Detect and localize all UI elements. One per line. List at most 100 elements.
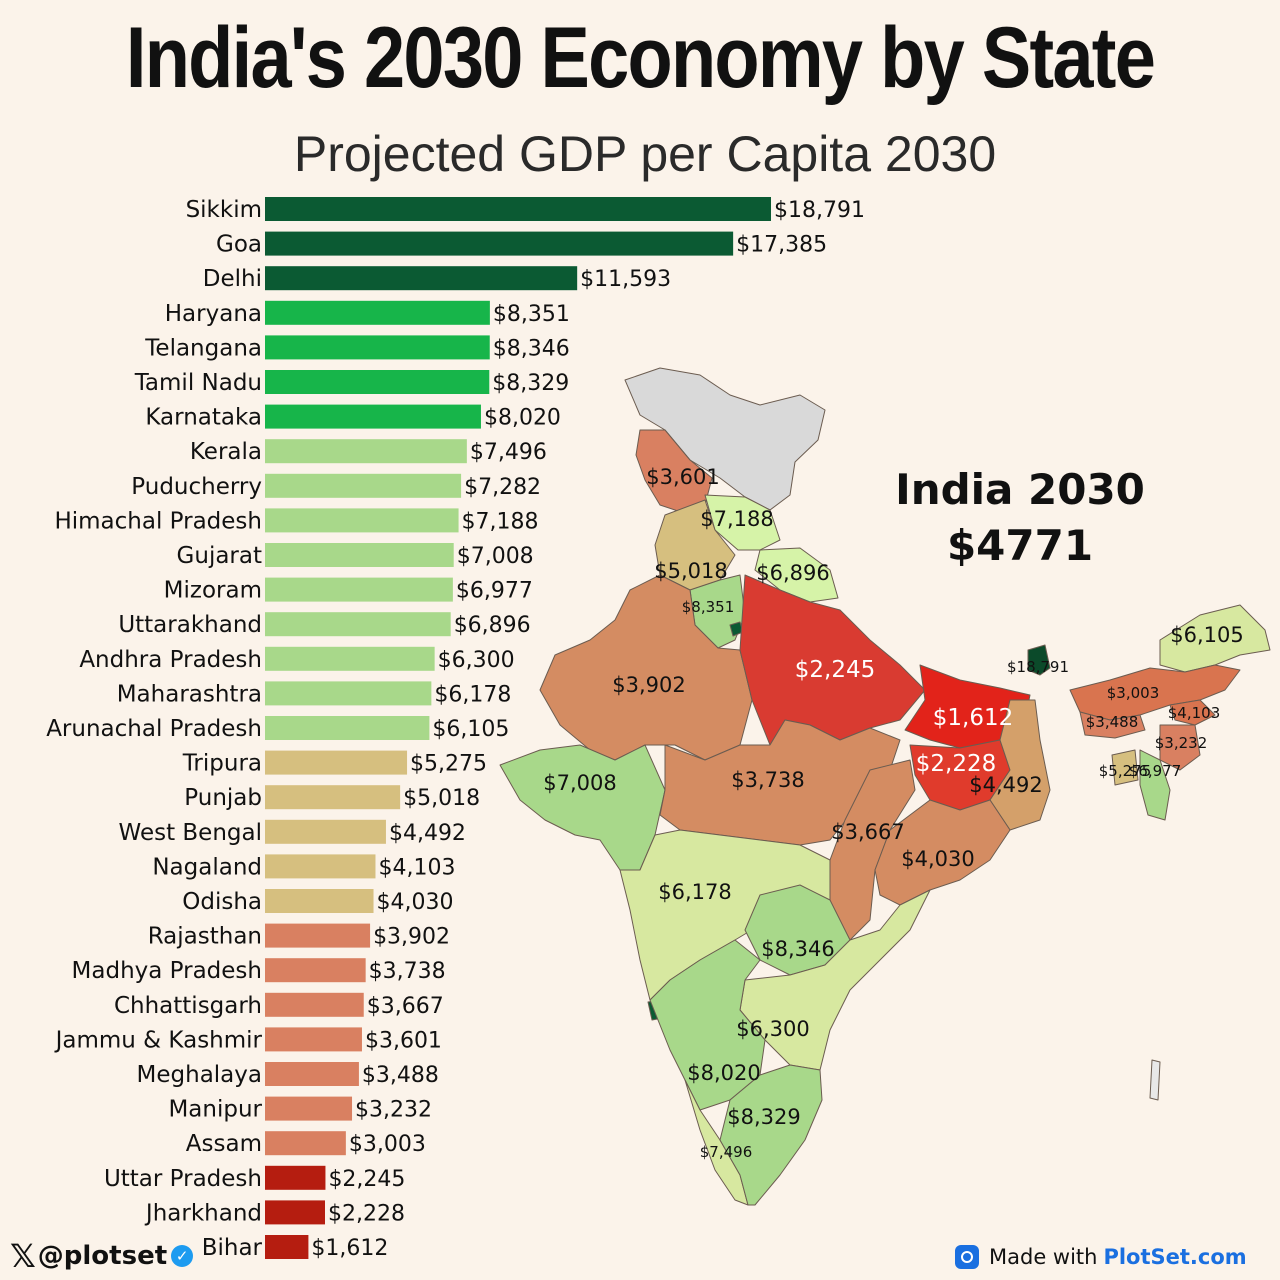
map-label-manipur: $3,232 <box>1155 734 1208 752</box>
plotset-credit[interactable]: Made with PlotSet.com <box>955 1240 1247 1274</box>
bar <box>265 750 408 775</box>
bar <box>265 889 374 913</box>
map-label-nagaland: $4,103 <box>1168 704 1221 722</box>
bar <box>265 1062 359 1086</box>
bar <box>265 819 386 844</box>
bar-category-label: Delhi <box>203 266 262 292</box>
bar-value-label: $17,385 <box>736 233 827 258</box>
map-region-uttar-pradesh <box>739 574 926 746</box>
map-label-andhra-pradesh: $6,300 <box>736 1017 809 1041</box>
map-label-jharkhand: $2,228 <box>916 751 996 777</box>
bar <box>265 473 462 498</box>
bar-value-label: $7,008 <box>457 544 534 569</box>
map-region-odisha <box>874 799 1011 906</box>
map-label-odisha: $4,030 <box>901 847 974 871</box>
map-region-gujarat <box>499 744 666 871</box>
map-region-sikkim <box>1027 644 1051 676</box>
map-label-gujarat: $7,008 <box>543 771 616 795</box>
bar-value-label: $4,492 <box>389 821 466 846</box>
map-label-tamil-nadu: $8,329 <box>727 1105 800 1129</box>
bar-category-label: Odisha <box>182 889 262 915</box>
bar-category-label: Jharkhand <box>144 1200 262 1226</box>
bar-category-label: Manipur <box>168 1097 262 1123</box>
map-region-andhra-pradesh <box>739 889 931 1071</box>
map-region-arunachal-pradesh <box>1159 604 1271 673</box>
india-average-callout: India 2030 $4771 <box>880 462 1160 574</box>
bar <box>265 681 432 706</box>
bar-category-label: Rajasthan <box>148 924 262 950</box>
map-region-manipur <box>1159 724 1201 771</box>
bar-value-label: $3,232 <box>355 1098 432 1123</box>
bar-category-label: Kerala <box>190 439 262 465</box>
map-region-west-bengal <box>989 699 1051 831</box>
bar <box>265 785 401 810</box>
bar <box>265 1027 362 1052</box>
bar-category-label: Uttarakhand <box>118 612 262 638</box>
bar <box>265 923 371 948</box>
bar-value-label: $7,188 <box>462 509 539 534</box>
bar-value-label: $6,178 <box>434 682 511 707</box>
bar-category-label: Madhya Pradesh <box>72 958 262 984</box>
map-label-uttarakhand: $6,896 <box>756 561 829 585</box>
x-logo-icon: 𝕏 <box>10 1237 36 1275</box>
map-region-mizoram <box>1139 749 1171 821</box>
map-region-himachal-pradesh <box>704 494 781 551</box>
bar-value-label: $7,496 <box>470 440 547 465</box>
bar-value-label: $11,593 <box>580 267 671 292</box>
bar <box>265 543 454 567</box>
bar-value-label: $8,329 <box>492 371 569 396</box>
map-label-rajasthan: $3,902 <box>612 673 685 697</box>
bar-value-label: $2,228 <box>328 1201 405 1226</box>
bar-category-label: Tripura <box>182 751 262 777</box>
bar-value-label: $4,103 <box>378 855 455 880</box>
bar-category-label: Punjab <box>184 785 262 811</box>
bar-value-label: $7,282 <box>464 475 541 500</box>
bar <box>265 335 490 360</box>
india-average-value: $4771 <box>946 521 1094 570</box>
bar <box>265 266 578 291</box>
bar <box>265 1200 325 1225</box>
bar-category-label: Haryana <box>165 301 262 327</box>
map-label-maharashtra: $6,178 <box>658 880 731 904</box>
map-label-karnataka: $8,020 <box>687 1061 760 1085</box>
bar-category-label: Maharashtra <box>117 681 262 707</box>
bar-value-label: $3,488 <box>362 1063 439 1088</box>
bar <box>265 508 459 533</box>
bar <box>265 439 467 464</box>
bar-category-label: Chhattisgarh <box>114 993 262 1019</box>
bar-category-label: Sikkim <box>186 197 262 223</box>
map-region-tamil-nadu <box>719 1064 823 1206</box>
bar-value-label: $3,667 <box>367 994 444 1019</box>
bar-category-label: Goa <box>216 232 262 258</box>
bar-value-label: $3,738 <box>369 959 446 984</box>
bar-category-label: Telangana <box>144 335 262 361</box>
map-region-chhattisgarh <box>829 759 916 941</box>
map-label-punjab: $5,018 <box>654 559 727 583</box>
bar-category-label: Puducherry <box>131 474 262 500</box>
map-label-madhya-pradesh: $3,738 <box>731 768 804 792</box>
map-region-uttarakhand <box>754 547 839 603</box>
map-label-assam: $3,003 <box>1107 684 1160 702</box>
map-label-tripura: $5,275 <box>1099 762 1152 780</box>
bar <box>265 1165 326 1190</box>
map-label-meghalaya: $3,488 <box>1086 713 1139 731</box>
map-region-meghalaya <box>1079 711 1146 739</box>
bar-category-label: Assam <box>186 1131 262 1157</box>
india-average-label: India 2030 <box>895 465 1145 514</box>
bar <box>265 958 366 983</box>
bar-value-label: $3,003 <box>349 1132 426 1157</box>
bar-value-label: $2,245 <box>328 1167 405 1192</box>
bar <box>265 854 376 879</box>
bar-category-label: Tamil Nadu <box>134 370 262 396</box>
bar-category-label: Jammu & Kashmir <box>54 1027 263 1053</box>
bar-category-label: Andhra Pradesh <box>79 647 262 673</box>
bar-value-label: $8,346 <box>493 336 570 361</box>
bar <box>265 646 435 671</box>
plotset-brand-link[interactable]: PlotSet.com <box>1103 1245 1247 1269</box>
map-label-telangana: $8,346 <box>761 937 834 961</box>
map-label-bihar: $1,612 <box>933 705 1013 731</box>
social-handle[interactable]: 𝕏 @plotset ✓ <box>10 1236 194 1276</box>
map-label-sikkim: $18,791 <box>1007 658 1069 676</box>
bar-category-label: Himachal Pradesh <box>54 508 262 534</box>
